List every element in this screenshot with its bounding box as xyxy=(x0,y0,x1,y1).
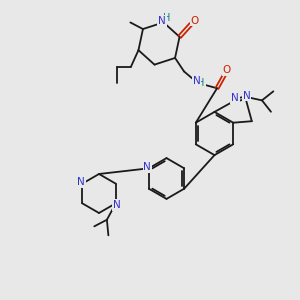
Text: N: N xyxy=(193,76,200,86)
Text: O: O xyxy=(223,65,231,75)
Text: N: N xyxy=(143,162,151,172)
Text: N: N xyxy=(113,200,121,210)
Text: N: N xyxy=(158,16,166,26)
Text: N: N xyxy=(243,91,250,100)
Text: H: H xyxy=(197,78,205,88)
Text: O: O xyxy=(190,16,199,26)
Text: N: N xyxy=(77,177,85,187)
Text: N: N xyxy=(231,93,239,103)
Text: H: H xyxy=(163,13,170,23)
